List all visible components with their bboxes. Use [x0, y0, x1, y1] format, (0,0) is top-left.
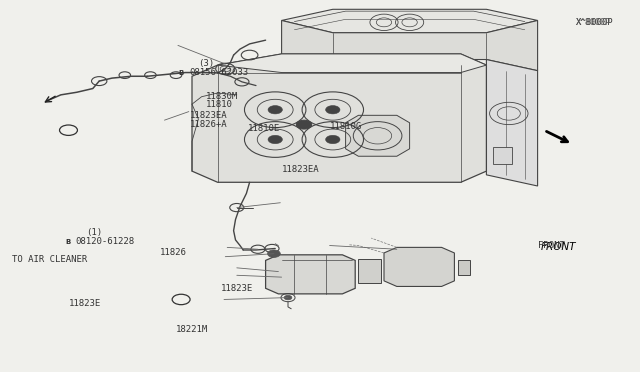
Text: (1): (1): [86, 228, 102, 237]
Circle shape: [268, 135, 282, 144]
Text: X^8000P: X^8000P: [576, 18, 611, 27]
Polygon shape: [282, 20, 538, 71]
Text: 11830M: 11830M: [206, 92, 238, 101]
Circle shape: [326, 135, 340, 144]
Polygon shape: [266, 255, 355, 294]
Text: 18221M: 18221M: [176, 325, 208, 334]
Text: 08156-62033: 08156-62033: [189, 68, 248, 77]
Text: (3): (3): [198, 60, 214, 68]
Text: 11826: 11826: [160, 248, 187, 257]
Polygon shape: [458, 260, 470, 275]
Polygon shape: [384, 247, 454, 286]
Circle shape: [268, 106, 282, 114]
Text: TO AIR CLEANER: TO AIR CLEANER: [12, 255, 87, 264]
Polygon shape: [486, 60, 538, 186]
Polygon shape: [192, 54, 486, 182]
Text: FRONT: FRONT: [541, 243, 576, 252]
Text: 11823EA: 11823EA: [189, 111, 227, 120]
Text: 11810E: 11810E: [248, 124, 280, 133]
Polygon shape: [493, 147, 512, 164]
Text: B: B: [66, 239, 71, 245]
Text: 11823E: 11823E: [69, 299, 101, 308]
Polygon shape: [282, 9, 538, 33]
Circle shape: [268, 250, 280, 257]
Text: 11823EA: 11823EA: [282, 165, 319, 174]
Text: FRONT: FRONT: [538, 241, 564, 250]
Circle shape: [326, 106, 340, 114]
Text: B: B: [179, 70, 184, 76]
Text: 11810G: 11810G: [330, 122, 362, 131]
Circle shape: [284, 295, 292, 300]
Text: 11823E: 11823E: [221, 284, 253, 293]
Text: 08120-61228: 08120-61228: [76, 237, 134, 246]
Polygon shape: [346, 115, 410, 156]
Polygon shape: [218, 54, 486, 73]
Text: X^8000P: X^8000P: [576, 18, 614, 27]
Text: 11826+A: 11826+A: [189, 120, 227, 129]
Polygon shape: [358, 259, 381, 283]
Text: 11810: 11810: [206, 100, 233, 109]
Circle shape: [296, 120, 312, 129]
